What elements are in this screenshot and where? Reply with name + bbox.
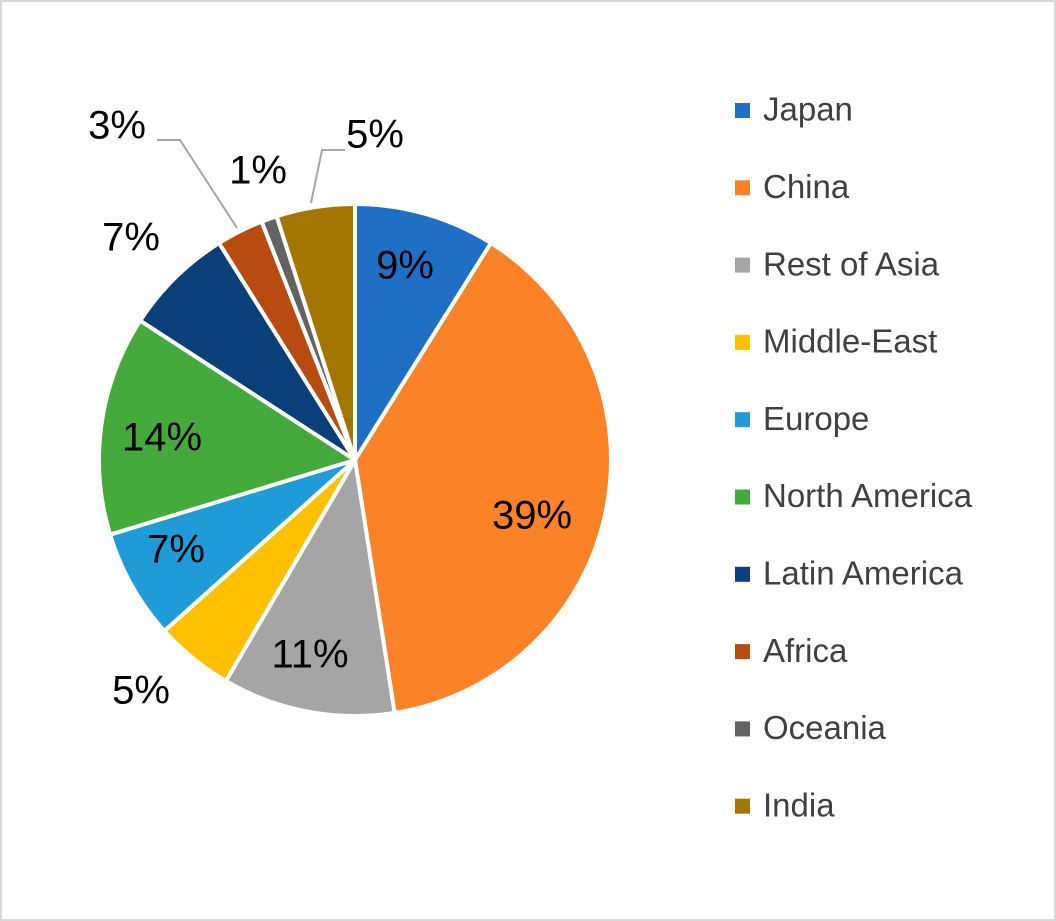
- legend-swatch: [735, 489, 750, 505]
- legend-label: Latin America: [763, 555, 964, 592]
- pie-slice: [138, 241, 357, 462]
- data-label: 7%: [102, 216, 160, 260]
- pie-slice: [353, 202, 493, 462]
- legend-swatch: [735, 644, 750, 660]
- legend-label: Middle-East: [763, 323, 937, 360]
- leader-line: [310, 149, 345, 204]
- legend-label: China: [763, 168, 850, 205]
- data-label: 7%: [147, 528, 205, 572]
- legend-swatch: [735, 566, 750, 582]
- data-label: 39%: [492, 494, 572, 538]
- pie-slice: [223, 458, 397, 718]
- data-label: 14%: [122, 416, 202, 460]
- legend-swatch: [735, 103, 750, 118]
- legend-swatch: [735, 334, 750, 350]
- legend-swatch: [735, 412, 750, 428]
- data-label: 3%: [88, 104, 146, 148]
- pie-slice: [108, 458, 357, 633]
- legend-label: Oceania: [763, 709, 887, 746]
- legend-label: Europe: [763, 400, 869, 437]
- legend-label: North America: [763, 477, 973, 514]
- legend-label: Africa: [763, 632, 848, 669]
- data-label: 5%: [346, 113, 404, 157]
- legend-label: Japan: [763, 91, 853, 128]
- legend-label: India: [763, 786, 835, 823]
- legend-label: Rest of Asia: [763, 245, 940, 282]
- data-label: 1%: [229, 149, 287, 193]
- legend-swatch: [735, 180, 750, 196]
- data-label: 9%: [376, 244, 434, 288]
- pie-slice: [353, 241, 613, 715]
- legend-swatch: [735, 798, 750, 814]
- pie-slice: [97, 318, 357, 537]
- legend-swatch: [735, 721, 750, 737]
- leader-line: [157, 139, 238, 229]
- legend-swatch: [735, 257, 750, 273]
- data-label: 5%: [112, 669, 170, 713]
- pie-slice: [274, 202, 357, 462]
- data-label: 11%: [271, 633, 348, 677]
